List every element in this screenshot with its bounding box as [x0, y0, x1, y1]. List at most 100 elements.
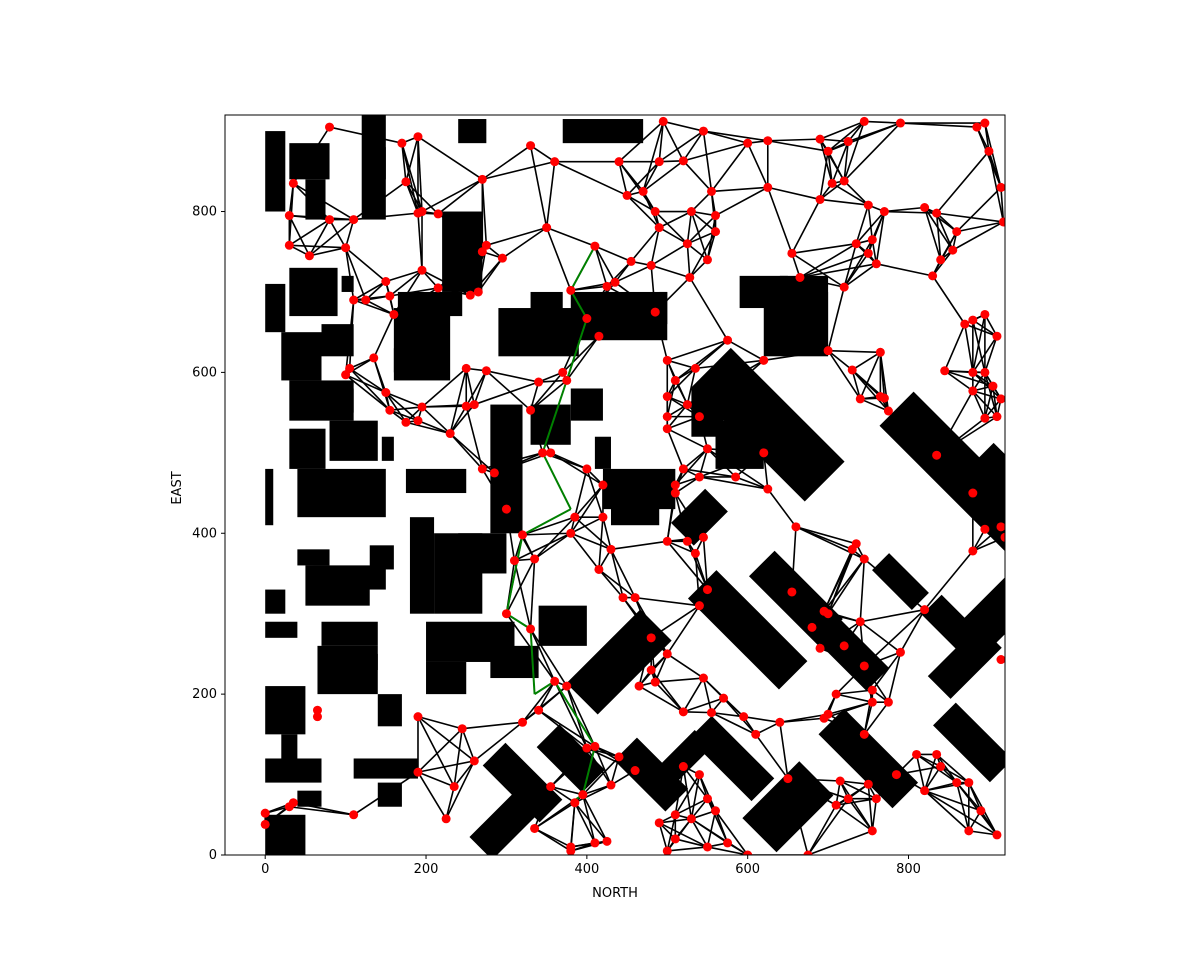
graph-node: [702, 255, 712, 265]
graph-edge: [666, 367, 696, 398]
graph-node: [851, 239, 861, 249]
path-segment: [529, 628, 536, 695]
graph-node: [694, 770, 704, 780]
plot-area: [260, 115, 1005, 855]
graph-edge: [655, 677, 704, 683]
graph-edge: [923, 207, 942, 261]
graph-node: [288, 178, 298, 188]
graph-edge: [393, 269, 423, 315]
graph-edge: [289, 244, 346, 249]
graph-node: [558, 367, 568, 377]
graph-edge: [702, 537, 709, 590]
graph-edge: [570, 516, 604, 534]
obstacle: [265, 686, 306, 735]
graph-edge: [972, 390, 986, 419]
graph-node: [936, 762, 946, 772]
graph-node: [618, 593, 628, 603]
graph-node: [598, 480, 608, 490]
graph-edge: [859, 621, 901, 653]
graph-edge: [698, 416, 709, 449]
graph-node: [469, 756, 479, 766]
graph-edge: [682, 160, 713, 192]
graph-node: [606, 780, 616, 790]
graph-node: [369, 353, 379, 363]
obstacle: [562, 119, 644, 144]
obstacle: [458, 119, 487, 144]
obstacle: [381, 436, 394, 461]
graph-node: [662, 412, 672, 422]
path-segment: [569, 245, 596, 291]
graph-edge: [936, 753, 970, 784]
graph-node: [646, 260, 656, 270]
graph-edge: [566, 335, 600, 381]
graph-edge: [353, 771, 419, 816]
graph-edge: [666, 653, 704, 679]
graph-edge: [863, 609, 926, 667]
graph-edge: [836, 689, 873, 695]
graph-node: [698, 126, 708, 136]
graph-node: [690, 363, 700, 373]
graph-node: [473, 287, 483, 297]
graph-node: [413, 416, 423, 426]
graph-node: [694, 412, 704, 422]
graph-edge: [292, 182, 355, 221]
graph-edge: [843, 621, 861, 647]
graph-edge: [863, 665, 890, 703]
graph-node: [863, 779, 873, 789]
graph-edge: [859, 351, 882, 400]
graph-node: [530, 823, 540, 833]
graph-edge: [727, 339, 765, 362]
graph-edge: [690, 818, 729, 844]
graph-node: [594, 331, 604, 341]
graph-edge: [598, 286, 608, 337]
graph-node: [682, 400, 692, 410]
graph-node: [859, 116, 869, 126]
graph-edge: [807, 830, 873, 855]
graph-edge: [956, 221, 1004, 233]
x-tick-label: 800: [896, 862, 921, 877]
graph-node: [562, 681, 572, 691]
graph-node: [650, 307, 660, 317]
graph-edge: [481, 144, 532, 181]
graph-edge: [389, 269, 423, 297]
graph-node: [461, 401, 471, 411]
graph-node: [694, 601, 704, 611]
graph-node: [433, 209, 443, 219]
graph-edge: [606, 285, 656, 313]
obstacle: [297, 790, 322, 807]
graph-edge: [529, 628, 568, 687]
graph-node: [682, 239, 692, 249]
graph-edge: [952, 221, 1004, 251]
graph-edge: [683, 142, 748, 162]
graph-edge: [574, 802, 608, 842]
graph-node: [397, 138, 407, 148]
graph-edge: [851, 369, 890, 412]
graph-edge: [686, 243, 691, 278]
graph-edge: [473, 370, 488, 405]
graph-node: [952, 778, 962, 788]
graph-node: [791, 522, 801, 532]
graph-edge: [767, 138, 821, 142]
graph-node: [998, 217, 1005, 227]
obstacle: [353, 758, 418, 779]
graph-edge: [687, 230, 716, 245]
graph-edge: [819, 198, 869, 206]
graph-edge: [835, 804, 873, 832]
graph-node: [706, 708, 716, 718]
graph-edge: [533, 786, 552, 829]
graph-edge: [707, 846, 748, 855]
graph-node: [602, 281, 612, 291]
path-segment: [541, 380, 568, 454]
graph-edge: [690, 211, 709, 261]
graph-edge: [445, 760, 475, 820]
obstacle: [872, 553, 929, 610]
graph-node: [670, 480, 680, 490]
graph-node: [546, 782, 556, 792]
graph-node: [566, 528, 576, 538]
graph-edge: [658, 822, 708, 848]
graph-node: [570, 512, 580, 522]
graph-node: [895, 647, 905, 657]
graph-node: [401, 177, 411, 187]
path-segment: [553, 680, 596, 747]
graph-edge: [437, 287, 471, 296]
